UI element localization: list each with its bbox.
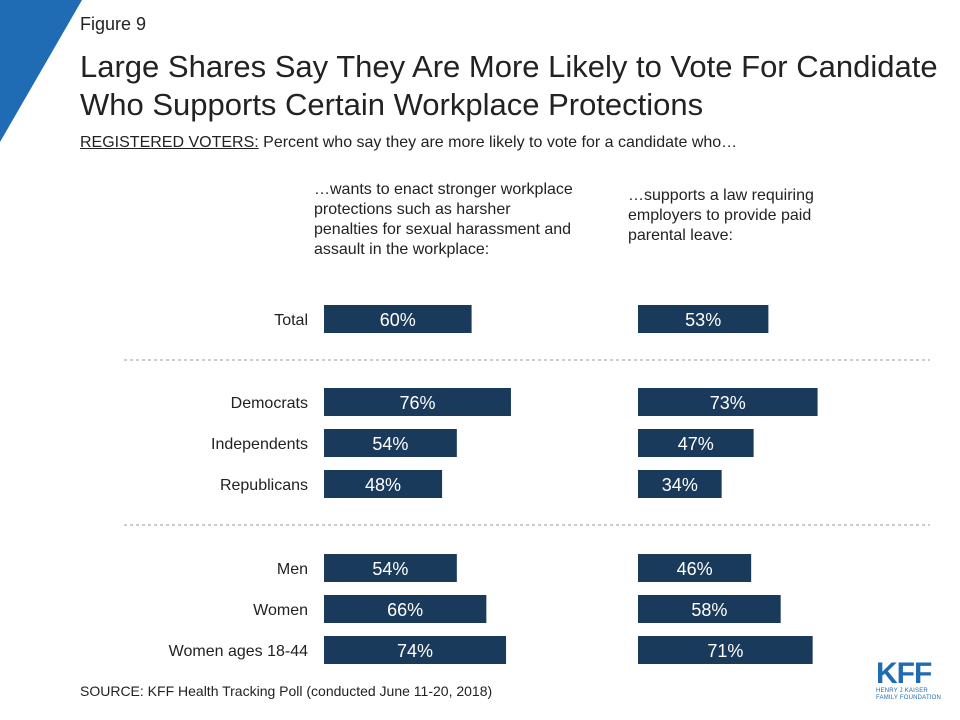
bar-s1-women-ages-18-44 — [324, 636, 507, 664]
category-label-total: Total — [274, 312, 308, 329]
data-label-s1-total: 60% — [380, 310, 416, 330]
bar-s1-independents — [324, 429, 457, 457]
chart-title: Large Shares Say They Are More Likely to… — [80, 49, 938, 122]
data-label-s1-women-ages-18-44: 74% — [397, 641, 433, 661]
logo-subtext: HENRY J KAISER FAMILY FOUNDATION — [876, 688, 942, 701]
data-label-s2-men: 46% — [677, 559, 713, 579]
kff-logo: KFF HENRY J KAISER FAMILY FOUNDATION — [876, 657, 946, 702]
category-label-republicans: Republicans — [220, 477, 308, 494]
data-label-s1-republicans: 48% — [365, 475, 401, 495]
category-label-democrats: Democrats — [231, 395, 308, 412]
chart-subtitle: REGISTERED VOTERS: Percent who say they … — [80, 134, 737, 152]
category-label-men: Men — [277, 561, 308, 578]
bar-s1-total — [324, 305, 472, 333]
data-label-s1-women: 66% — [387, 600, 423, 620]
data-label-s2-democrats: 73% — [710, 393, 746, 413]
bar-s1-democrats — [324, 388, 511, 416]
bar-s2-republicans — [638, 470, 722, 498]
data-label-s1-men: 54% — [372, 559, 408, 579]
figure-label: Figure 9 — [80, 14, 147, 34]
data-label-s2-independents: 47% — [678, 434, 714, 454]
corner-accent — [0, 0, 82, 142]
bar-s1-republicans — [324, 470, 443, 498]
bar-s1-women — [324, 595, 487, 623]
data-label-s1-independents: 54% — [372, 434, 408, 454]
column-header-paid-leave: …supports a law requiring employers to p… — [628, 187, 814, 244]
category-label-independents: Independents — [211, 436, 308, 453]
bar-s2-women-ages-18-44 — [638, 636, 813, 664]
bar-s2-independents — [638, 429, 754, 457]
subtitle-text: Percent who say they are more likely to … — [258, 134, 738, 151]
data-label-s1-democrats: 76% — [399, 393, 435, 413]
column-header-workplace-protections: …wants to enact stronger workplace prote… — [314, 181, 573, 258]
bar-s2-men — [638, 554, 752, 582]
data-label-s2-total: 53% — [685, 310, 721, 330]
source-note: SOURCE: KFF Health Tracking Poll (conduc… — [80, 683, 493, 699]
bar-s2-women — [638, 595, 781, 623]
category-label-women: Women — [253, 602, 308, 619]
bar-s2-democrats — [638, 388, 818, 416]
bar-s1-men — [324, 554, 457, 582]
subtitle-prefix: REGISTERED VOTERS: — [80, 134, 259, 151]
data-label-s2-women-ages-18-44: 71% — [707, 641, 743, 661]
bar-s2-total — [638, 305, 769, 333]
logo-wordmark: KFF — [876, 657, 932, 690]
data-label-s2-republicans: 34% — [662, 475, 698, 495]
category-label-women-ages-18-44: Women ages 18-44 — [169, 643, 308, 660]
data-label-s2-women: 58% — [691, 600, 727, 620]
